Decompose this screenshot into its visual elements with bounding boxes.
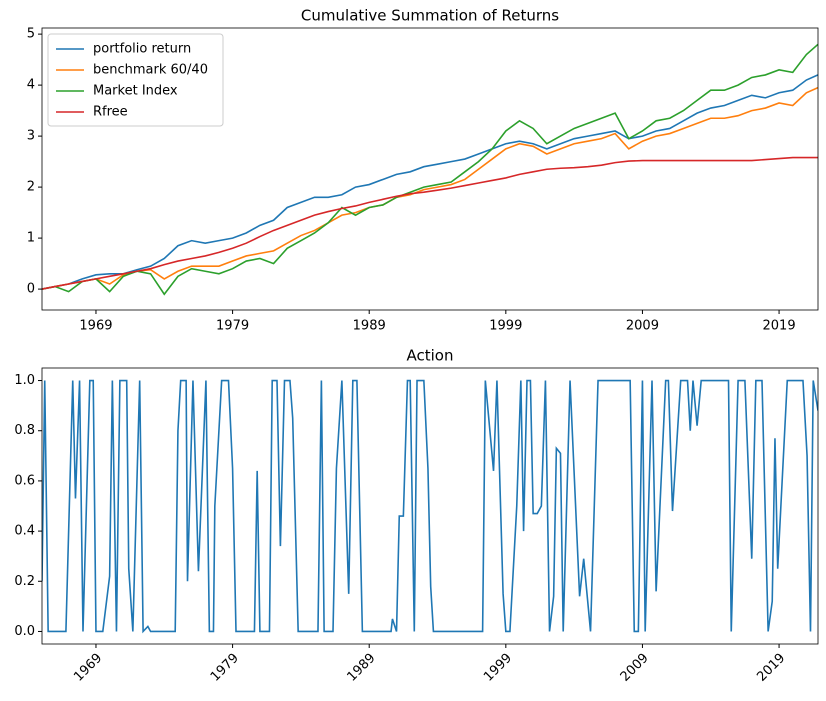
plot-area xyxy=(42,379,818,634)
data-line xyxy=(42,43,818,296)
y-tick-label: 0.4 xyxy=(14,524,35,539)
data-line xyxy=(42,156,818,290)
chart-title: Action xyxy=(407,347,454,365)
y-tick-label: 0 xyxy=(27,282,35,297)
data-line xyxy=(42,86,818,290)
axes-frame xyxy=(41,367,819,645)
data-line xyxy=(42,379,818,634)
legend-label: portfolio return xyxy=(93,42,191,57)
y-tick-label: 4 xyxy=(27,78,35,93)
x-tick-label: 1999 xyxy=(481,651,515,685)
y-tick-label: 0.8 xyxy=(14,423,35,438)
legend-label: Rfree xyxy=(93,105,128,120)
x-tick-label: 2019 xyxy=(754,651,788,685)
x-tick-label: 1979 xyxy=(216,319,249,334)
axes-frame xyxy=(41,27,819,311)
x-tick-label: 2019 xyxy=(763,319,796,334)
legend-label: benchmark 60/40 xyxy=(93,63,208,78)
x-tick-label: 1989 xyxy=(353,319,386,334)
y-tick-label: 3 xyxy=(27,129,35,144)
plot-area xyxy=(42,43,818,296)
y-tick-label: 0.0 xyxy=(14,624,35,639)
x-tick-label: 1999 xyxy=(489,319,522,334)
y-tick-label: 1.0 xyxy=(14,373,35,388)
y-tick-label: 0.2 xyxy=(14,574,35,589)
x-tick-label: 1989 xyxy=(345,651,379,685)
x-tick-label: 1969 xyxy=(71,651,105,685)
y-tick-label: 5 xyxy=(27,27,35,42)
y-tick-label: 0.6 xyxy=(14,473,35,488)
y-tick-label: 1 xyxy=(27,231,35,246)
x-tick-label: 1969 xyxy=(79,319,112,334)
legend-label: Market Index xyxy=(93,84,178,99)
chart-title: Cumulative Summation of Returns xyxy=(301,7,559,25)
data-line xyxy=(42,74,818,290)
legend-box xyxy=(47,33,224,127)
x-tick-label: 2009 xyxy=(626,319,659,334)
x-tick-label: 1979 xyxy=(208,651,242,685)
y-tick-label: 2 xyxy=(27,180,35,195)
x-tick-label: 2009 xyxy=(618,651,652,685)
